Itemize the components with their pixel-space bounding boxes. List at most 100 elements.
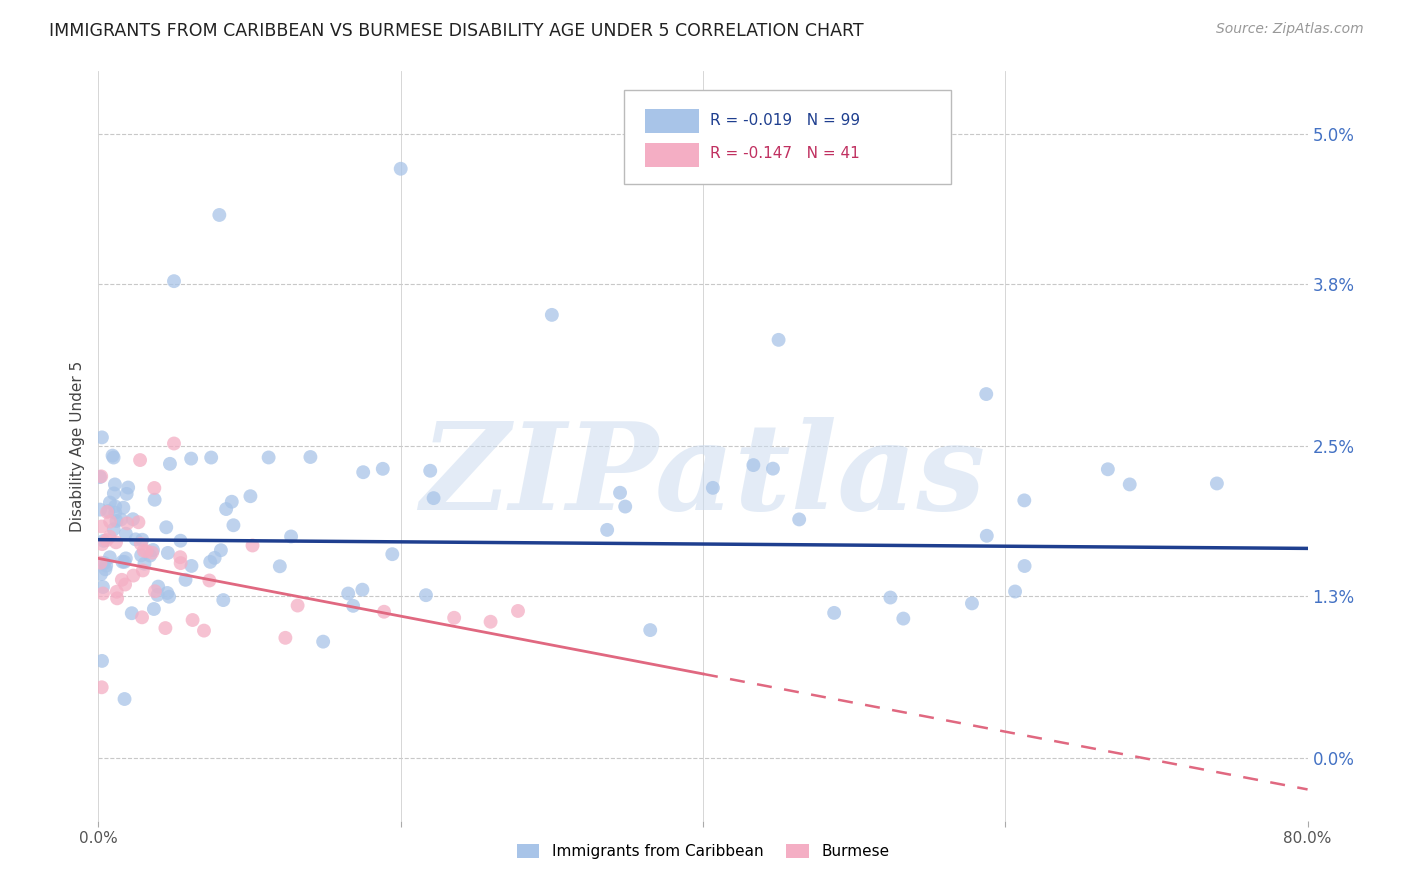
Point: [702, 481, 724, 495]
Point: [129, 537, 152, 551]
Point: [299, 450, 322, 464]
Point: [110, 512, 132, 526]
Point: [146, 588, 169, 602]
Point: [823, 606, 845, 620]
Point: [122, 512, 145, 526]
Point: [115, 516, 138, 531]
Text: ZIPatlas: ZIPatlas: [420, 417, 986, 535]
Point: [242, 539, 264, 553]
Point: [208, 208, 231, 222]
Point: [768, 333, 790, 347]
Point: [422, 491, 444, 505]
Point: [742, 458, 765, 472]
Point: [105, 514, 128, 528]
Point: [479, 615, 502, 629]
Point: [169, 550, 191, 565]
Point: [129, 453, 152, 467]
Point: [96, 533, 118, 548]
Point: [879, 591, 901, 605]
Point: [609, 485, 631, 500]
Point: [352, 582, 374, 597]
Point: [174, 573, 197, 587]
Point: [103, 486, 125, 500]
Point: [93, 533, 115, 548]
Point: [96, 558, 118, 573]
Point: [181, 613, 204, 627]
Point: [103, 522, 125, 536]
Point: [1097, 462, 1119, 476]
Point: [148, 580, 170, 594]
Point: [93, 556, 115, 570]
Point: [97, 504, 120, 518]
Point: [142, 602, 165, 616]
Point: [221, 494, 243, 508]
Text: R = -0.147   N = 41: R = -0.147 N = 41: [710, 146, 860, 161]
Point: [117, 481, 139, 495]
Point: [215, 502, 238, 516]
Point: [94, 562, 117, 576]
Point: [222, 518, 245, 533]
Point: [98, 515, 121, 529]
Point: [312, 634, 335, 648]
Bar: [645, 109, 699, 133]
Point: [280, 529, 302, 543]
Point: [90, 519, 112, 533]
Point: [352, 465, 374, 479]
Point: [257, 450, 280, 465]
Point: [135, 544, 157, 558]
Point: [155, 621, 177, 635]
Point: [1004, 584, 1026, 599]
Point: [91, 654, 114, 668]
Point: [762, 461, 785, 475]
Point: [614, 500, 637, 514]
Point: [115, 487, 138, 501]
Point: [104, 506, 127, 520]
Point: [200, 450, 222, 465]
Point: [91, 537, 114, 551]
Point: [373, 605, 395, 619]
Point: [98, 495, 121, 509]
Point: [169, 533, 191, 548]
Point: [104, 477, 127, 491]
Point: [103, 450, 125, 465]
Point: [342, 599, 364, 613]
Point: [112, 500, 135, 515]
Point: [132, 564, 155, 578]
Point: [96, 505, 118, 519]
Point: [129, 549, 152, 563]
Point: [506, 604, 529, 618]
Point: [371, 462, 394, 476]
Point: [132, 543, 155, 558]
Point: [974, 387, 997, 401]
Point: [141, 546, 163, 560]
Point: [131, 610, 153, 624]
FancyBboxPatch shape: [624, 90, 950, 184]
Point: [121, 606, 143, 620]
Point: [143, 584, 166, 599]
Point: [209, 543, 232, 558]
Text: Source: ZipAtlas.com: Source: ZipAtlas.com: [1216, 22, 1364, 37]
Text: IMMIGRANTS FROM CARIBBEAN VS BURMESE DISABILITY AGE UNDER 5 CORRELATION CHART: IMMIGRANTS FROM CARIBBEAN VS BURMESE DIS…: [49, 22, 863, 40]
Point: [337, 586, 360, 600]
Point: [1206, 476, 1229, 491]
Point: [114, 551, 136, 566]
Point: [193, 624, 215, 638]
Point: [114, 577, 136, 591]
Point: [1119, 477, 1142, 491]
Y-axis label: Disability Age Under 5: Disability Age Under 5: [69, 360, 84, 532]
Legend: Immigrants from Caribbean, Burmese: Immigrants from Caribbean, Burmese: [510, 838, 896, 865]
Point: [163, 436, 186, 450]
Point: [143, 492, 166, 507]
Point: [104, 500, 127, 514]
Point: [155, 520, 177, 534]
Point: [381, 547, 404, 561]
Point: [389, 161, 412, 176]
Point: [89, 470, 111, 484]
Point: [891, 611, 914, 625]
Bar: [645, 144, 699, 168]
Text: R = -0.019   N = 99: R = -0.019 N = 99: [710, 112, 860, 128]
Point: [105, 591, 128, 606]
Point: [143, 481, 166, 495]
Point: [105, 584, 128, 599]
Point: [156, 586, 179, 600]
